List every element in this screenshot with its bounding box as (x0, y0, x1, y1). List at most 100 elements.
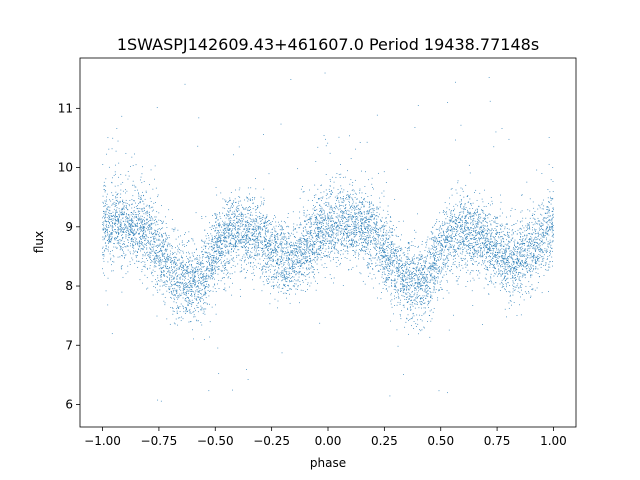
data-point (143, 236, 145, 238)
data-point (173, 253, 174, 254)
data-point (535, 263, 536, 264)
data-point (344, 212, 346, 214)
data-point (251, 219, 253, 221)
data-point (256, 238, 258, 239)
data-point (537, 282, 539, 283)
data-point (299, 262, 301, 264)
data-point (460, 244, 462, 246)
data-point (280, 241, 282, 243)
data-point (501, 223, 503, 225)
data-point (315, 194, 317, 196)
data-point (389, 220, 391, 222)
data-point (446, 261, 448, 263)
data-point (253, 221, 255, 223)
data-point (159, 250, 161, 252)
data-point (409, 276, 411, 278)
data-point (451, 228, 453, 230)
data-point (434, 263, 436, 265)
data-point (164, 283, 166, 285)
data-point (411, 291, 413, 293)
data-point (385, 288, 387, 290)
data-point (521, 276, 523, 278)
data-point (276, 286, 278, 288)
data-point (380, 230, 382, 232)
data-point (315, 222, 316, 224)
data-point (386, 265, 388, 267)
data-point (170, 276, 172, 278)
data-point (244, 199, 245, 201)
data-point (214, 267, 216, 269)
data-point (301, 263, 302, 265)
data-point (417, 105, 419, 106)
data-point (119, 228, 121, 230)
data-point (328, 211, 330, 213)
data-point (154, 234, 156, 236)
data-point (527, 228, 528, 230)
data-point (528, 233, 530, 235)
data-point (519, 266, 520, 268)
data-point (149, 244, 151, 246)
data-point (440, 234, 442, 236)
data-point (514, 267, 515, 269)
data-point (194, 295, 196, 297)
data-point (158, 263, 160, 265)
data-point (433, 243, 435, 245)
data-point (396, 304, 398, 306)
data-point (407, 242, 409, 244)
data-point (241, 241, 243, 243)
data-point (343, 235, 345, 236)
data-point (271, 236, 273, 237)
data-point (494, 221, 496, 223)
data-point (256, 233, 257, 235)
data-point (119, 210, 121, 212)
data-point (169, 266, 170, 268)
data-point (402, 269, 404, 271)
data-point (301, 253, 303, 255)
data-point (424, 263, 426, 265)
data-point (421, 288, 423, 290)
data-point (214, 273, 216, 274)
data-point (225, 244, 227, 246)
data-point (227, 252, 229, 254)
data-point (408, 289, 410, 291)
data-point (203, 273, 205, 274)
data-point (173, 257, 174, 259)
data-point (223, 239, 225, 241)
data-point (515, 272, 517, 274)
data-point (447, 268, 448, 270)
data-point (218, 225, 220, 227)
data-point (464, 258, 466, 260)
data-point (364, 213, 365, 215)
data-point (540, 266, 542, 268)
data-point (535, 221, 536, 223)
data-point (510, 266, 511, 267)
data-point (483, 235, 485, 237)
data-point (219, 226, 220, 228)
data-point (409, 263, 411, 265)
data-point (386, 258, 387, 260)
data-point (506, 265, 508, 267)
data-point (176, 272, 178, 274)
data-point (475, 241, 477, 243)
data-point (404, 289, 405, 291)
data-point (112, 137, 114, 139)
data-point (160, 272, 162, 274)
data-point (341, 188, 343, 190)
data-point (448, 240, 450, 242)
data-point (245, 207, 247, 209)
data-point (505, 247, 507, 249)
data-point (230, 221, 232, 223)
data-point (396, 249, 398, 251)
data-point (256, 255, 258, 257)
data-point (196, 289, 198, 290)
data-point (545, 230, 547, 232)
data-point (339, 204, 340, 206)
data-point (430, 300, 432, 302)
data-point (105, 242, 106, 244)
data-point (327, 213, 328, 215)
data-point (313, 243, 315, 244)
data-point (308, 214, 310, 215)
data-point (450, 269, 452, 270)
data-point (432, 226, 433, 228)
data-point (119, 197, 121, 198)
